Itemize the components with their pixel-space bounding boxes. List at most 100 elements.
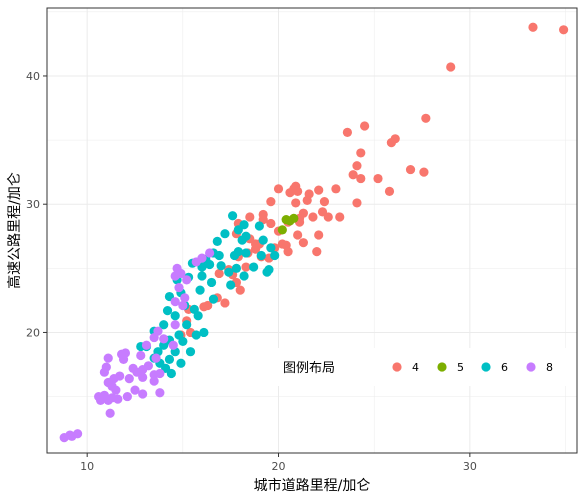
data-point-5	[285, 216, 295, 226]
data-point-4	[405, 164, 416, 175]
data-point-4	[323, 212, 333, 222]
data-point-8	[170, 271, 180, 281]
data-point-4	[335, 212, 345, 222]
y-tick-label: 40	[26, 70, 40, 83]
data-point-4	[241, 262, 251, 272]
data-point-8	[170, 320, 180, 330]
data-point-4	[214, 268, 224, 279]
data-point-4	[283, 247, 293, 257]
x-tick-label: 20	[272, 460, 286, 473]
data-point-6	[176, 358, 186, 368]
data-point-8	[149, 370, 159, 380]
data-point-8	[105, 408, 115, 418]
x-tick-label: 30	[463, 460, 477, 473]
legend-key-8	[526, 362, 536, 372]
data-point-6	[162, 306, 173, 316]
data-point-4	[312, 247, 322, 257]
data-point-4	[356, 173, 366, 184]
data-point-6	[164, 354, 175, 364]
data-point-6	[193, 311, 203, 321]
data-point-4	[258, 209, 268, 220]
data-point-4	[308, 212, 318, 222]
data-point-4	[331, 184, 341, 194]
data-point-6	[214, 250, 224, 261]
data-point-6	[220, 229, 230, 239]
data-point-8	[191, 257, 201, 267]
data-point-8	[122, 391, 132, 402]
data-point-6	[226, 280, 236, 290]
data-point-6	[170, 311, 180, 321]
data-point-8	[174, 282, 184, 293]
legend: 图例布局 4 5 6 8	[283, 361, 553, 376]
data-point-8	[141, 340, 152, 350]
data-point-4	[360, 121, 370, 131]
data-point-4	[273, 184, 284, 194]
data-point-8	[151, 353, 161, 363]
data-point-6	[254, 221, 264, 231]
data-point-6	[233, 225, 243, 235]
data-point-6	[178, 336, 188, 347]
legend-label-4: 4	[412, 361, 419, 374]
legend-label-5: 5	[457, 361, 464, 374]
data-point-8	[138, 389, 148, 399]
data-point-4	[235, 285, 245, 295]
data-point-8	[65, 430, 75, 440]
data-point-8	[155, 388, 165, 398]
data-point-8	[168, 340, 178, 350]
data-point-6	[237, 235, 247, 245]
data-point-6	[264, 265, 274, 275]
x-axis-title: 城市道路里程/加仑	[254, 477, 371, 494]
data-point-6	[185, 347, 196, 357]
data-point-8	[113, 394, 123, 404]
data-point-6	[231, 263, 242, 273]
legend-key-4	[392, 362, 402, 372]
data-point-6	[199, 327, 209, 338]
x-tick-label: 10	[80, 460, 94, 473]
data-point-4	[352, 161, 362, 171]
data-point-8	[103, 353, 113, 363]
legend-label-8: 8	[546, 361, 553, 374]
data-point-8	[138, 372, 148, 382]
data-point-6	[159, 340, 169, 350]
data-point-4	[386, 138, 397, 148]
data-point-4	[373, 173, 383, 184]
data-point-4	[419, 167, 429, 177]
data-point-6	[197, 271, 207, 281]
data-point-6	[182, 320, 192, 330]
data-point-4	[302, 195, 312, 205]
data-point-4	[203, 300, 213, 311]
legend-key-6	[481, 362, 491, 372]
data-point-8	[205, 248, 215, 258]
data-point-8	[115, 371, 125, 381]
data-point-4	[384, 186, 395, 196]
data-point-4	[298, 238, 308, 248]
data-point-8	[136, 350, 146, 361]
data-point-8	[182, 275, 192, 285]
data-point-6	[229, 250, 240, 261]
legend-label-6: 6	[501, 361, 508, 374]
data-point-4	[352, 198, 362, 208]
data-point-6	[241, 248, 251, 258]
data-point-6	[159, 320, 169, 330]
data-point-4	[559, 25, 569, 35]
data-points	[59, 22, 569, 443]
data-point-6	[227, 211, 238, 221]
data-point-6	[205, 259, 215, 270]
y-tick-label: 30	[26, 198, 40, 211]
data-point-4	[314, 185, 324, 195]
data-point-8	[99, 367, 110, 377]
data-point-8	[120, 348, 131, 358]
data-point-6	[270, 250, 280, 261]
data-point-6	[191, 330, 201, 340]
data-point-6	[249, 262, 259, 272]
data-point-8	[149, 332, 159, 343]
data-point-4	[266, 197, 276, 207]
data-point-6	[208, 294, 219, 304]
data-point-5	[277, 225, 287, 235]
data-point-8	[111, 385, 121, 395]
data-point-8	[130, 385, 140, 395]
data-point-6	[258, 235, 268, 245]
data-point-4	[356, 148, 366, 158]
